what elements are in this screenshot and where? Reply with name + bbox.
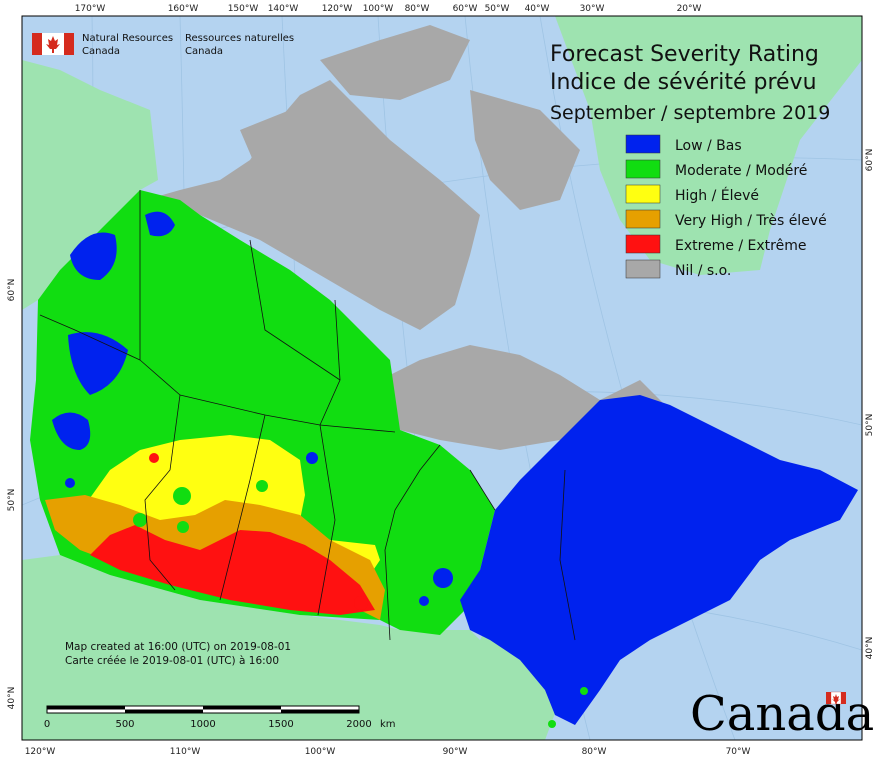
scale-bar: 0 500 1000 1500 2000 km	[44, 705, 396, 730]
legend-label: Nil / s.o.	[675, 263, 731, 279]
scale-label: 1500	[268, 719, 293, 730]
legend-item: Very High / Très élevé	[625, 209, 827, 229]
top-tick: 80°W	[405, 4, 430, 14]
extreme-spot	[354, 596, 368, 610]
legend: Low / Bas Moderate / Modéré High / Élevé…	[625, 134, 827, 279]
legend-swatch-low	[625, 134, 661, 154]
arctic-island-1	[320, 25, 470, 100]
legend-label: High / Élevé	[675, 187, 759, 204]
legend-label: Moderate / Modéré	[675, 163, 807, 179]
arctic-island-3	[470, 90, 580, 210]
low-spot	[419, 596, 429, 606]
legend-swatch-very-high	[625, 209, 661, 229]
agency-name-en-2: Canada	[82, 46, 120, 57]
top-tick: 30°W	[580, 4, 605, 14]
right-tick: 60°N	[865, 149, 875, 172]
bottom-tick: 100°W	[305, 747, 336, 757]
agency-name-fr-1: Ressources naturelles	[185, 33, 294, 44]
left-tick: 50°N	[7, 489, 17, 512]
canada-flag-icon	[32, 33, 74, 55]
created-note-fr: Carte créée le 2019-08-01 (UTC) à 16:00	[65, 655, 279, 667]
top-tick: 160°W	[168, 4, 199, 14]
map-period: September / septembre 2019	[550, 102, 830, 124]
wordmark-flag-icon	[826, 691, 846, 705]
legend-item: Low / Bas	[625, 134, 742, 154]
bottom-tick: 120°W	[25, 747, 56, 757]
legend-label: Low / Bas	[675, 138, 742, 154]
legend-label: Extreme / Extrême	[675, 238, 806, 254]
bottom-tick: 110°W	[170, 747, 201, 757]
scale-unit: km	[380, 719, 396, 730]
legend-item: Nil / s.o.	[625, 259, 731, 279]
agency-signature: Natural Resources Canada Ressources natu…	[32, 33, 294, 57]
left-tick: 40°N	[7, 687, 17, 710]
left-tick-labels: 60°N 50°N 40°N	[7, 279, 17, 710]
scale-label: 0	[44, 719, 50, 730]
bottom-tick-labels: 120°W 110°W 100°W 90°W 80°W 70°W	[25, 747, 751, 757]
usa-land	[22, 555, 600, 740]
low-spot	[65, 478, 75, 488]
extreme-spot	[149, 453, 159, 463]
legend-label: Very High / Très élevé	[675, 213, 827, 229]
low-region-east	[460, 395, 858, 725]
legend-item: High / Élevé	[625, 184, 759, 204]
top-tick: 120°W	[322, 4, 353, 14]
extreme-region	[90, 525, 375, 615]
right-tick: 40°N	[865, 637, 875, 660]
arctic-nil-region	[145, 80, 480, 330]
low-region-arctic-west	[145, 211, 175, 237]
scale-label: 2000	[346, 719, 371, 730]
agency-name-en-1: Natural Resources	[82, 33, 173, 44]
wordmark-text: Canada	[690, 686, 874, 742]
legend-swatch-extreme	[625, 234, 661, 254]
legend-swatch-high	[625, 184, 661, 204]
map-title-fr: Indice de sévérité prévu	[550, 70, 817, 95]
low-spot	[433, 568, 453, 588]
alaska-land	[22, 60, 158, 310]
top-tick: 20°W	[677, 4, 702, 14]
moderate-spot	[173, 487, 191, 505]
scale-label: 1000	[190, 719, 215, 730]
legend-swatch-nil	[625, 259, 661, 279]
top-tick: 60°W	[453, 4, 478, 14]
moderate-spot	[133, 513, 147, 527]
low-region-bc-coast	[52, 412, 91, 450]
left-tick: 60°N	[7, 279, 17, 302]
low-region-yukon	[70, 232, 117, 280]
moderate-spot	[580, 687, 588, 695]
moderate-spot	[177, 521, 189, 533]
map-body	[22, 16, 862, 740]
bottom-tick: 70°W	[726, 747, 751, 757]
bottom-tick: 80°W	[582, 747, 607, 757]
right-tick: 50°N	[865, 414, 875, 437]
moderate-spot	[256, 480, 268, 492]
agency-name-fr-2: Canada	[185, 46, 223, 57]
legend-item: Extreme / Extrême	[625, 234, 806, 254]
moderate-spot	[548, 720, 556, 728]
top-tick: 100°W	[363, 4, 394, 14]
provincial-borders	[39, 190, 576, 641]
top-tick-labels: 170°W 160°W 150°W 140°W 120°W 100°W 80°W…	[75, 4, 702, 14]
created-note-en: Map created at 16:00 (UTC) on 2019-08-01	[65, 641, 291, 653]
top-tick: 150°W	[228, 4, 259, 14]
low-spot	[306, 452, 318, 464]
top-tick: 140°W	[268, 4, 299, 14]
top-tick: 50°W	[485, 4, 510, 14]
top-tick: 170°W	[75, 4, 106, 14]
legend-item: Moderate / Modéré	[625, 159, 807, 179]
arctic-island-2	[240, 110, 320, 165]
top-tick: 40°W	[525, 4, 550, 14]
bottom-tick: 90°W	[443, 747, 468, 757]
right-tick-labels: 60°N 50°N 40°N	[865, 149, 875, 660]
map-title-en: Forecast Severity Rating	[550, 42, 819, 67]
legend-swatch-moderate	[625, 159, 661, 179]
map-neatline	[21, 15, 863, 741]
canada-wordmark: Canada	[690, 686, 874, 742]
scale-label: 500	[115, 719, 134, 730]
